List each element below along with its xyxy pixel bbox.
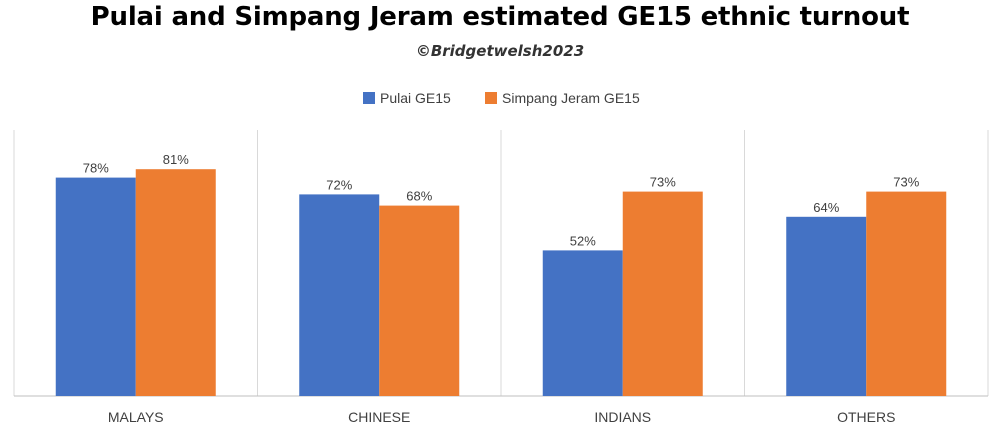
x-tick-label-others: OTHERS <box>837 409 895 425</box>
bar-simpang-jeram-ge15-chinese <box>379 205 460 396</box>
bar-simpang-jeram-ge15-indians <box>622 191 703 396</box>
bar-pulai-ge15-others <box>786 216 867 396</box>
bar-simpang-jeram-ge15-others <box>866 191 947 396</box>
data-label: 81% <box>163 152 189 167</box>
chart-title: Pulai and Simpang Jeram estimated GE15 e… <box>90 2 910 32</box>
data-label: 73% <box>650 175 676 190</box>
data-label: 78% <box>83 161 109 176</box>
legend-label-pulai: Pulai GE15 <box>380 90 451 106</box>
data-label: 72% <box>326 177 352 192</box>
data-label: 68% <box>406 189 432 204</box>
plot-area: 78% 81% MALAYS 72% 68% CHINESE 52% 73% INDIANS 64… <box>13 130 989 425</box>
data-label: 64% <box>813 200 839 215</box>
x-tick-label-indians: INDIANS <box>594 409 651 425</box>
data-label: 73% <box>893 175 919 190</box>
chart-subtitle: ©Bridgetwelsh2023 <box>415 42 585 60</box>
data-label: 52% <box>570 233 596 248</box>
x-tick-label-malays: MALAYS <box>108 409 164 425</box>
legend-label-simpang-jeram: Simpang Jeram GE15 <box>502 90 640 106</box>
legend: Pulai GE15 Simpang Jeram GE15 <box>363 90 640 106</box>
bar-pulai-ge15-indians <box>542 250 623 396</box>
legend-swatch-simpang-jeram <box>485 92 497 104</box>
x-tick-label-chinese: CHINESE <box>348 409 410 425</box>
bar-pulai-ge15-malays <box>55 177 136 396</box>
legend-swatch-pulai <box>363 92 375 104</box>
bar-simpang-jeram-ge15-malays <box>135 169 216 396</box>
bar-pulai-ge15-chinese <box>299 194 380 396</box>
